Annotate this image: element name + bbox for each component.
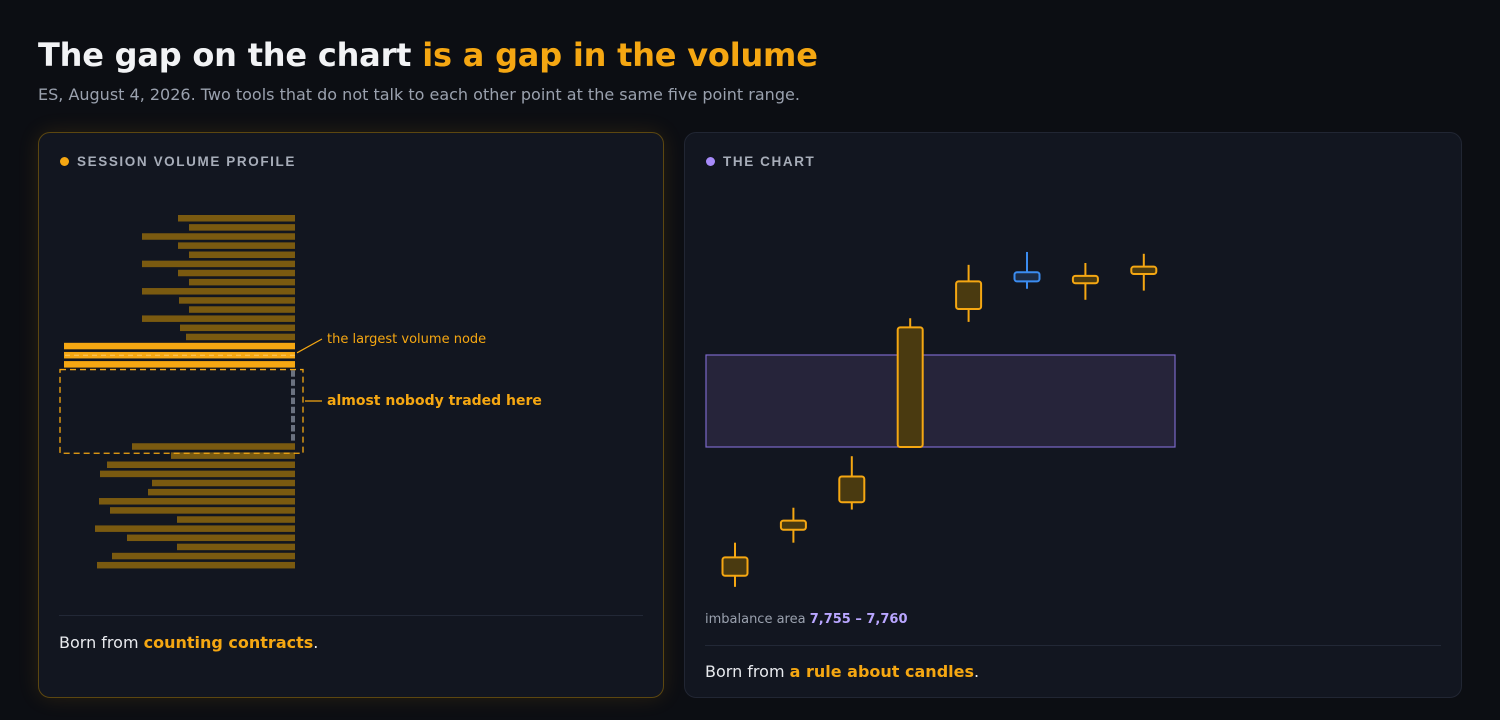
volume-bar <box>97 561 295 569</box>
hvn-leader-line <box>296 338 323 354</box>
candle-body <box>955 280 983 310</box>
title-plain: The gap on the chart <box>38 36 423 74</box>
hvn-bar <box>64 342 295 350</box>
volume-bar <box>99 498 295 505</box>
page-subtitle: ES, August 4, 2026. Two tools that do no… <box>38 85 800 104</box>
candle-body <box>779 519 807 531</box>
volume-bar <box>178 215 295 222</box>
gap-row-marker <box>291 434 295 441</box>
volume-bar <box>152 479 295 487</box>
volume-bar <box>177 516 295 523</box>
volume-bar <box>189 278 295 286</box>
imbalance-range-prefix: imbalance area <box>705 612 810 627</box>
purple-dot-icon <box>706 157 715 166</box>
volume-bar <box>186 333 295 341</box>
left-footer-prefix: Born from <box>59 633 144 652</box>
volume-bar <box>132 443 295 450</box>
candle-body <box>1130 265 1158 276</box>
right-footer: Born from a rule about candles. <box>705 662 979 681</box>
hvn-bar <box>64 361 295 368</box>
volume-bar <box>180 324 295 332</box>
volume-bar <box>127 534 295 542</box>
volume-bar <box>178 269 295 277</box>
volume-bar <box>148 488 295 496</box>
left-divider <box>59 615 643 616</box>
gap-row-marker <box>291 370 295 377</box>
volume-bar <box>177 543 295 551</box>
hvn-annotation: the largest volume node <box>327 332 487 347</box>
right-divider <box>705 645 1441 646</box>
left-footer-highlight: counting contracts <box>143 633 314 652</box>
volume-profile-panel: SESSION VOLUME PROFILE the largest volum… <box>38 132 664 698</box>
gap-row-marker <box>291 415 295 423</box>
chart-label: THE CHART <box>723 154 816 169</box>
volume-profile-chart <box>59 215 323 569</box>
right-footer-suffix: . <box>974 662 980 681</box>
chart-panel: THE CHART imbalance area 7,755 – 7,760 B… <box>684 132 1462 698</box>
volume-bar <box>189 251 295 259</box>
volume-profile-label: SESSION VOLUME PROFILE <box>77 154 296 169</box>
gap-row-marker <box>291 379 295 386</box>
volume-bar <box>189 224 295 231</box>
volume-bar <box>171 452 295 459</box>
imbalance-range-note: imbalance area 7,755 – 7,760 <box>705 612 908 627</box>
page-title: The gap on the chart is a gap in the vol… <box>38 36 818 74</box>
candlestick-chart <box>705 251 1176 587</box>
title-accent: is a gap in the volume <box>422 36 818 74</box>
volume-bar <box>100 470 295 478</box>
candle-body <box>721 556 749 577</box>
volume-bar <box>142 233 295 240</box>
gap-row-marker <box>291 424 295 432</box>
hvn-bar <box>64 351 295 359</box>
volume-bar <box>107 461 295 469</box>
gap-annotation: almost nobody traded here <box>327 393 542 409</box>
candle-body <box>838 475 866 504</box>
volume-bar <box>178 242 295 249</box>
volume-bar <box>112 552 295 560</box>
candle-body <box>896 326 924 448</box>
volume-bar <box>179 297 295 304</box>
right-footer-prefix: Born from <box>705 662 790 681</box>
right-footer-highlight: a rule about candles <box>789 662 974 681</box>
left-footer: Born from counting contracts. <box>59 633 318 652</box>
candle-body <box>1071 274 1099 285</box>
volume-bar <box>189 306 295 313</box>
imbalance-range-value: 7,755 – 7,760 <box>809 612 908 627</box>
volume-bar <box>142 288 295 295</box>
left-footer-suffix: . <box>313 633 319 652</box>
orange-dot-icon <box>60 157 69 166</box>
gap-row-marker <box>291 406 295 414</box>
volume-bar <box>142 260 295 268</box>
gap-row-marker <box>291 397 295 405</box>
volume-bar <box>142 315 295 322</box>
imbalance-area <box>705 354 1176 448</box>
gap-row-marker <box>291 388 295 395</box>
volume-bar <box>95 525 295 532</box>
candle-body <box>1013 271 1041 283</box>
volume-bar <box>110 507 295 514</box>
gap-outline-box <box>59 368 304 454</box>
